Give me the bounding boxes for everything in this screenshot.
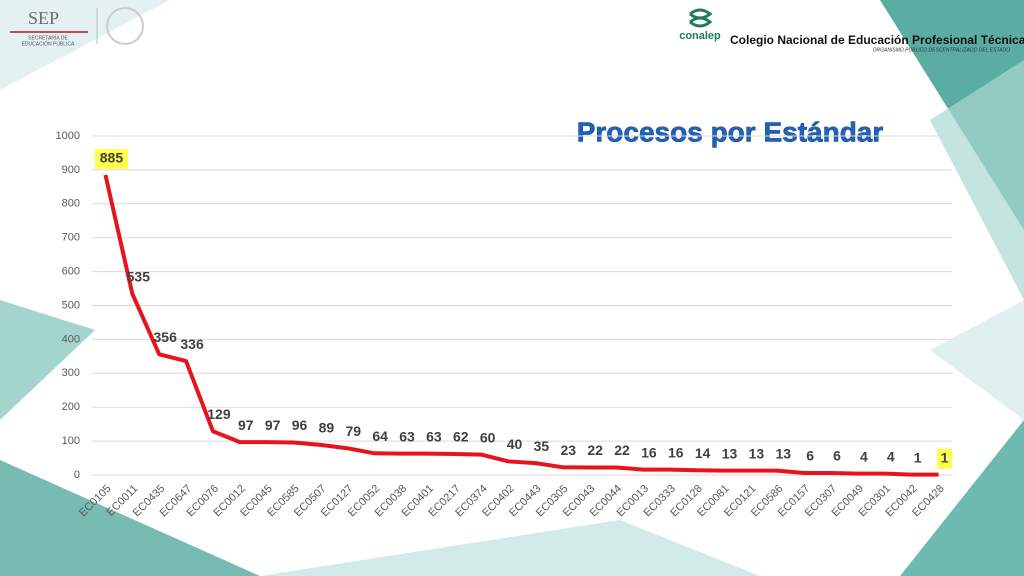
data-label: 63 [426, 428, 442, 444]
data-label: 1 [941, 449, 949, 465]
data-label: 336 [180, 336, 204, 352]
data-label: 23 [561, 442, 577, 458]
y-tick-label: 200 [62, 401, 80, 413]
data-label: 4 [887, 448, 895, 464]
college-sub: ORGANISMO PÚBLICO DESCENTRALIZADO DEL ES… [873, 46, 1010, 53]
decor [900, 420, 1024, 576]
data-label: 40 [507, 436, 523, 452]
data-label: 356 [154, 329, 178, 345]
conalep-logo: conalep [679, 30, 721, 42]
y-tick-label: 400 [62, 333, 80, 345]
data-label: 129 [207, 406, 231, 422]
data-label: 16 [641, 444, 657, 460]
data-label: 6 [806, 448, 814, 464]
y-tick-label: 300 [62, 367, 80, 379]
data-label: 6 [833, 448, 841, 464]
decor [0, 460, 260, 576]
college-name: Colegio Nacional de Educación Profesiona… [730, 33, 1024, 47]
data-label: 35 [534, 438, 550, 454]
data-label: 16 [668, 444, 684, 460]
y-tick-label: 700 [62, 232, 80, 244]
sep-sub: EDUCACIÓN PÚBLICA [22, 40, 75, 47]
data-label: 13 [776, 445, 792, 461]
data-label: 4 [860, 448, 868, 464]
sep-sub: SECRETARÍA DE [28, 34, 68, 41]
data-label: 97 [265, 417, 281, 433]
decor [930, 300, 1024, 420]
data-label: 63 [399, 428, 415, 444]
data-label: 885 [100, 150, 124, 166]
data-label: 60 [480, 429, 496, 445]
data-label: 13 [722, 445, 738, 461]
data-label: 89 [319, 420, 335, 436]
chart-title: Procesos por Estándar [577, 116, 884, 147]
decor [0, 0, 170, 90]
y-tick-label: 800 [62, 198, 80, 210]
decor [0, 300, 95, 420]
y-tick-label: 0 [74, 469, 80, 481]
y-tick-label: 100 [62, 435, 80, 447]
data-label: 22 [587, 442, 603, 458]
line [103, 174, 939, 477]
y-tick-label: 600 [62, 266, 80, 278]
y-tick-label: 1000 [56, 130, 80, 142]
data-label: 13 [749, 445, 765, 461]
data-label: 96 [292, 417, 308, 433]
decor [930, 60, 1024, 300]
data-label: 14 [695, 445, 711, 461]
decor [260, 520, 760, 576]
conalep-icon [689, 8, 713, 28]
label-highlight [94, 148, 128, 169]
sep-logo: SEP [28, 8, 59, 28]
seal [106, 7, 144, 45]
data-label: 62 [453, 429, 469, 445]
data-label: 97 [238, 417, 254, 433]
data-label: 1 [914, 449, 922, 465]
data-label: 79 [346, 423, 362, 439]
data-label: 535 [127, 268, 151, 284]
label-highlight [937, 448, 953, 469]
data-label: 64 [372, 428, 388, 444]
y-tick-label: 900 [62, 164, 80, 176]
y-tick-label: 500 [62, 299, 80, 311]
data-label: 22 [614, 442, 630, 458]
